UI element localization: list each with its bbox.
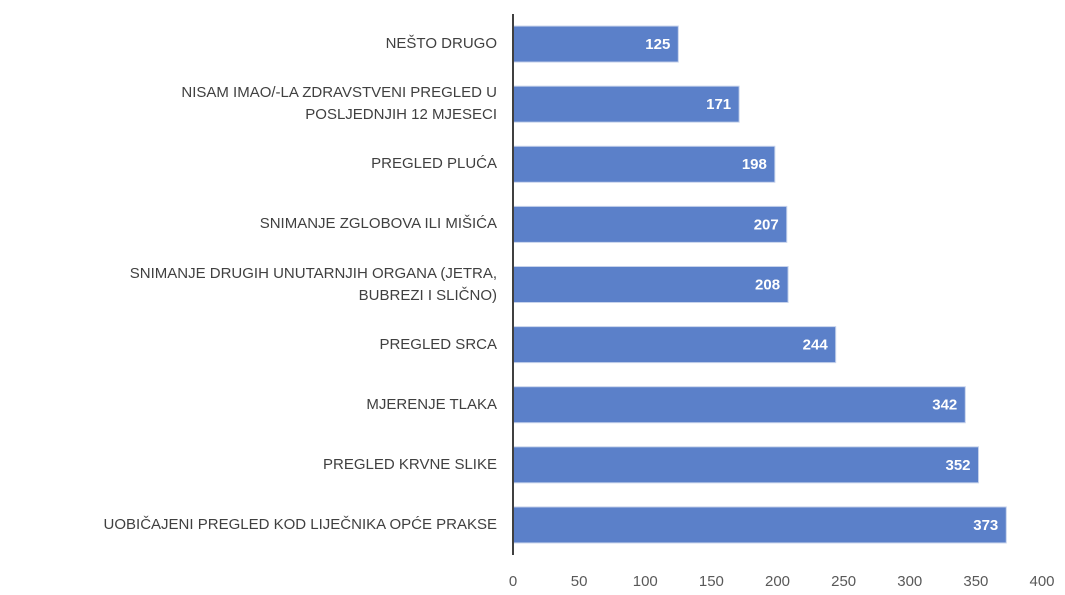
x-tick-label: 350	[963, 573, 988, 590]
value-label: 198	[742, 156, 767, 173]
y-tick-label: PREGLED PLUĆA	[371, 155, 497, 173]
bar	[512, 386, 966, 424]
x-tick-label: 200	[765, 573, 790, 590]
x-tick-label: 150	[699, 573, 724, 590]
x-tick-label: 50	[571, 573, 588, 590]
value-label: 352	[945, 457, 970, 474]
value-label: 342	[932, 397, 957, 414]
value-label: 171	[706, 96, 731, 113]
y-tick-label: MJERENJE TLAKA	[366, 395, 497, 413]
x-tick-label: 300	[897, 573, 922, 590]
y-tick-label: NISAM IMAO/-LA ZDRAVSTVENI PREGLED U POS…	[181, 84, 497, 124]
y-tick-label: PREGLED SRCA	[379, 335, 497, 353]
x-tick-label: 400	[1029, 573, 1054, 590]
value-label: 125	[645, 36, 670, 53]
value-label: 244	[803, 337, 829, 354]
value-label: 373	[973, 517, 998, 534]
value-label: 207	[754, 216, 779, 233]
bar	[512, 25, 679, 63]
bar	[512, 446, 980, 484]
bar	[512, 506, 1007, 544]
bar	[512, 145, 776, 183]
y-tick-label: SNIMANJE DRUGIH UNUTARNJIH ORGANA (JETRA…	[129, 264, 497, 304]
x-tick-label: 250	[831, 573, 856, 590]
x-tick-label: 0	[509, 573, 517, 590]
y-tick-label: NEŠTO DRUGO	[385, 35, 497, 53]
x-tick-label: 100	[633, 573, 658, 590]
y-tick-label: UOBIČAJENI PREGLED KOD LIJEČNIKA OPĆE PR…	[103, 515, 497, 533]
bar	[512, 326, 837, 364]
bar	[512, 266, 789, 303]
y-tick-label: SNIMANJE ZGLOBOVA ILI MIŠIĆA	[259, 215, 497, 233]
value-label: 208	[755, 276, 780, 293]
y-tick-label: PREGLED KRVNE SLIKE	[323, 455, 497, 473]
bar	[512, 205, 788, 243]
